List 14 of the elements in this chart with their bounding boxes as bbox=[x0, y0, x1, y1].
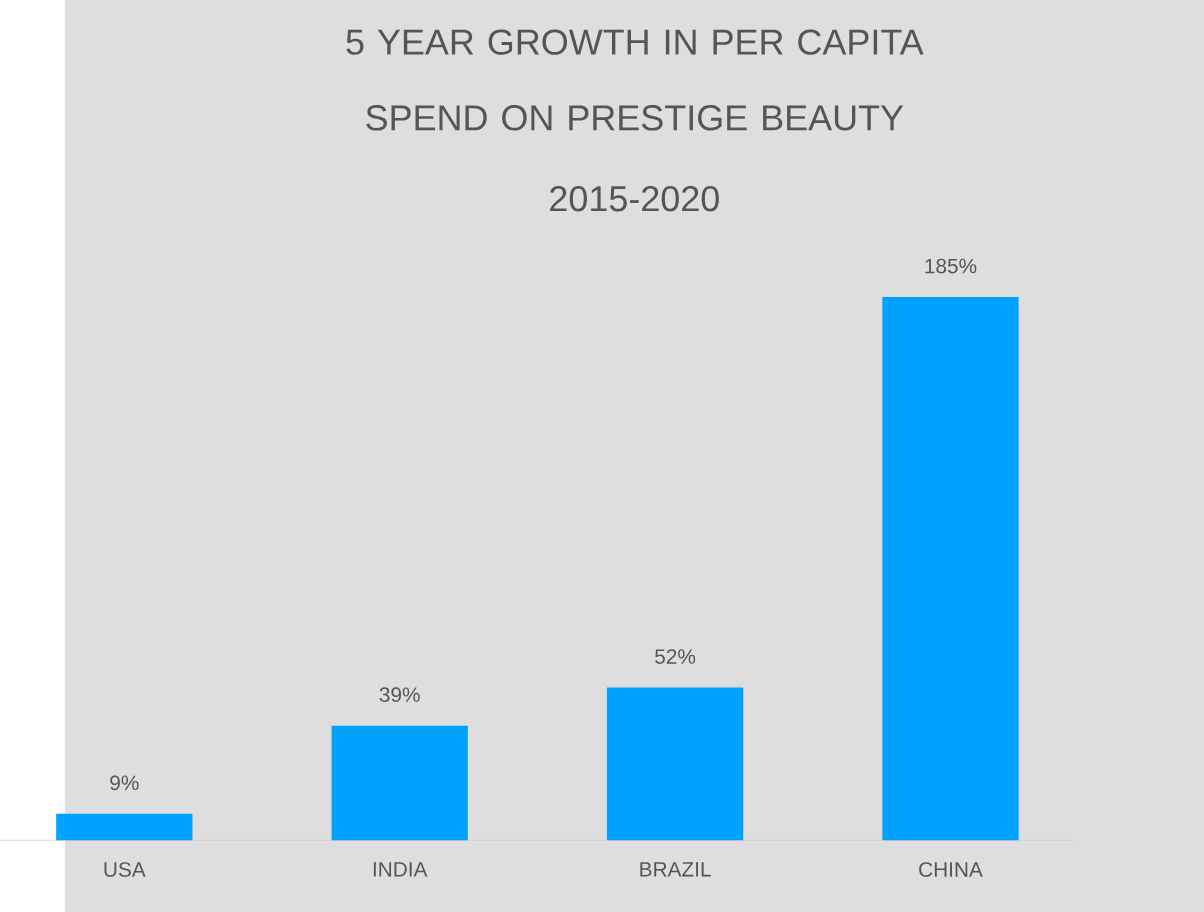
x-tick-label: BRAZIL bbox=[640, 862, 711, 877]
bar bbox=[331, 725, 468, 841]
data-label: 185% bbox=[925, 258, 977, 274]
x-tick-label: INDIA bbox=[373, 862, 428, 877]
data-label: 52% bbox=[655, 649, 696, 664]
x-tick-label: USA bbox=[104, 862, 146, 877]
bar bbox=[882, 297, 1019, 841]
bar bbox=[606, 687, 744, 841]
data-label: 9% bbox=[110, 775, 139, 791]
data-label: 39% bbox=[379, 687, 420, 702]
chart-title: 5 YEAR GROWTH IN PER CAPITA SPEND ON PRESTIGE BEAUTY bbox=[346, 29, 924, 131]
x-tick-label: CHINA bbox=[919, 862, 983, 877]
bar bbox=[56, 813, 193, 841]
chart-subtitle: 2015-2020 bbox=[550, 185, 719, 212]
